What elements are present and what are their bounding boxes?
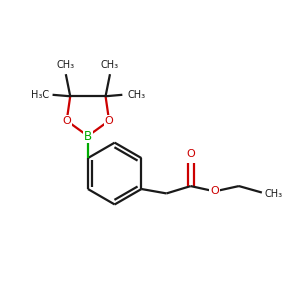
Text: CH₃: CH₃ (101, 60, 119, 70)
Text: H₃C: H₃C (31, 90, 49, 100)
Text: O: O (62, 116, 71, 126)
Text: O: O (210, 186, 219, 197)
Text: CH₃: CH₃ (265, 189, 283, 199)
Text: CH₃: CH₃ (127, 90, 145, 100)
Text: O: O (186, 149, 195, 159)
Text: CH₃: CH₃ (57, 60, 75, 70)
Text: O: O (105, 116, 113, 126)
Text: B: B (84, 130, 92, 142)
